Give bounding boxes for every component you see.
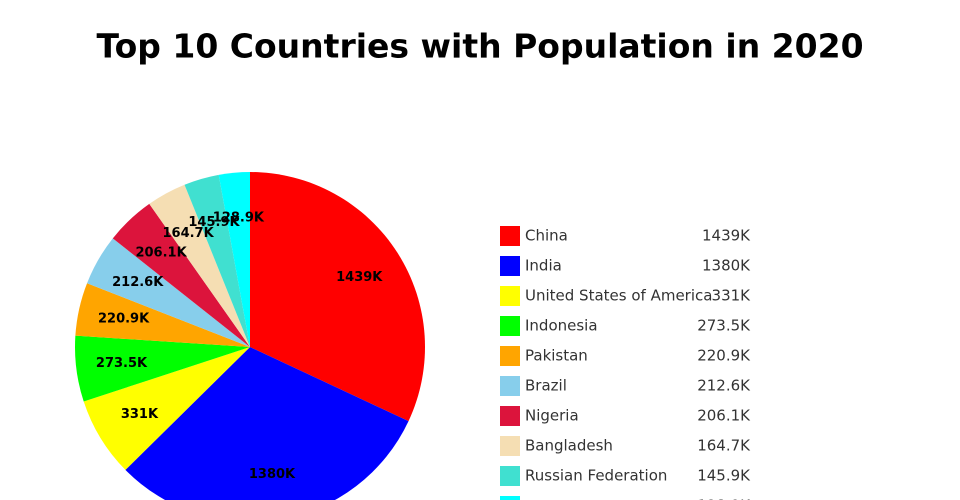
legend-swatch [500,316,520,336]
legend-label: Indonesia [525,317,598,335]
pie-slice [125,347,409,500]
legend-swatch [500,466,520,486]
slice-label: 145.9K [188,215,240,230]
legend-label: China [525,227,568,245]
legend-value: 212.6K [697,377,751,395]
legend-swatch [500,406,520,426]
legend-label: Nigeria [525,407,579,425]
pie-slice [87,238,250,347]
legend-label: United States of America [525,287,712,305]
slice-label: 1439K [336,270,383,285]
legend-value: 331K [712,287,752,305]
pie-slice [218,172,250,347]
legend-value: 273.5K [697,317,751,335]
legend-swatch [500,436,520,456]
slice-label: 206.1K [135,245,187,260]
legend-value: 1380K [702,257,751,275]
legend-swatch [500,376,520,396]
legend-value: 206.1K [697,407,751,425]
slice-label: 128.9K [213,211,265,226]
pie-slice [112,203,250,347]
legend-value: 220.9K [697,347,751,365]
legend-label: Pakistan [525,347,588,365]
pie-slice [75,283,251,347]
chart-title: Top 10 Countries with Population in 2020 [96,27,863,66]
pie-slice [149,184,250,347]
legend-value: 145.9K [697,467,751,485]
legend-swatch [500,496,520,500]
legend-label: India [525,257,562,275]
legend-swatch [500,226,520,246]
pie-slice [83,347,250,470]
legend-label: Russian Federation [525,467,667,485]
pie-slice [184,174,250,347]
slice-label: 273.5K [96,356,148,371]
legend-swatch [500,286,520,306]
slice-label: 220.9K [98,311,150,326]
legend-label: Bangladesh [525,437,613,455]
pie-slice [250,172,425,422]
slice-label: 331K [121,407,159,422]
pie-slice [75,335,251,402]
legend-value: 164.7K [697,437,751,455]
slice-label: 164.7K [162,226,214,241]
slice-label: 1380K [249,467,296,482]
legend-value: 128.9K [697,497,751,500]
legend-label: Brazil [525,377,567,395]
legend-value: 1439K [702,227,751,245]
legend-swatch [500,256,520,276]
slice-label: 212.6K [112,275,164,290]
legend-swatch [500,346,520,366]
